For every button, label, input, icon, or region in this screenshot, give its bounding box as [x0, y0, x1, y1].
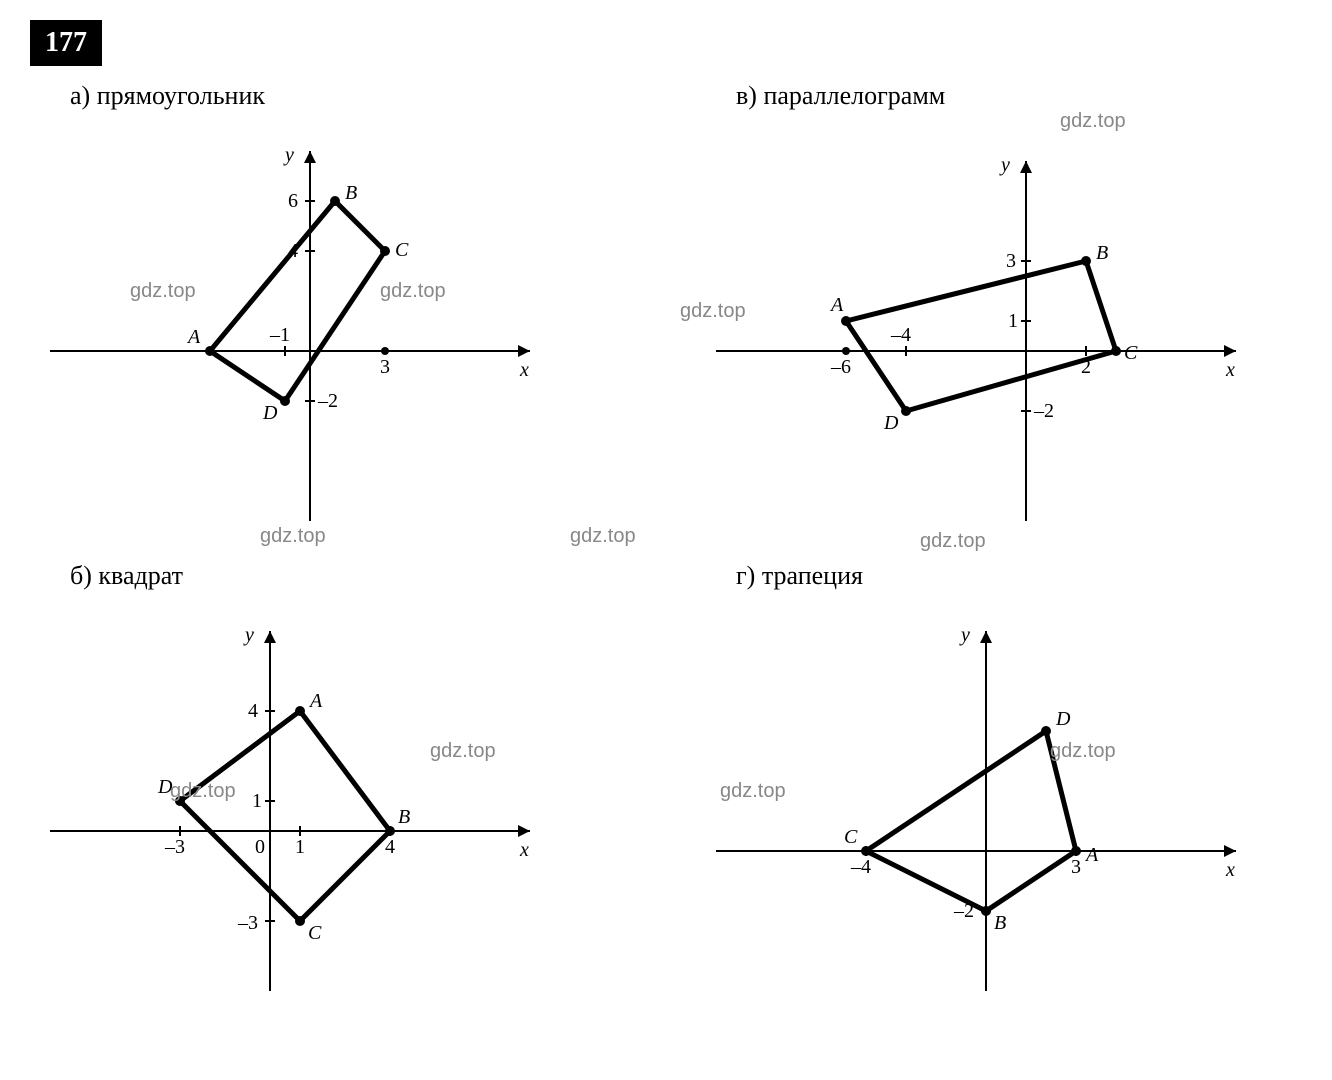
- vertex-C: C: [395, 239, 409, 261]
- x-axis-label-c: x: [1225, 359, 1235, 381]
- panel-b-caption: б) квадрат: [70, 561, 636, 591]
- panel-d-letter: г): [736, 561, 755, 590]
- panel-b-chart: x y 4 1 –3 –3 0 1 4 A: [30, 601, 550, 1001]
- vertex-B: B: [345, 182, 357, 204]
- xtick3-d: 3: [1071, 856, 1081, 878]
- panel-grid: а) прямоугольник x y 6 4 –2 –1: [30, 81, 1302, 1001]
- y-axis-label-c: y: [999, 154, 1010, 176]
- panel-a-title: прямоугольник: [97, 81, 265, 110]
- panel-b: б) квадрат x y 4 1 –3 –3 0 1: [30, 561, 636, 1001]
- y-axis-label-d: y: [959, 624, 970, 646]
- vertex-D-c: D: [883, 412, 899, 434]
- watermark: gdz.top: [570, 525, 636, 548]
- watermark: gdz.top: [680, 300, 746, 323]
- xtick1-b: 1: [295, 836, 305, 858]
- ytick-n2: –2: [317, 390, 338, 412]
- page-number-badge: 177: [30, 20, 102, 66]
- vertex-B-c: B: [1096, 242, 1108, 264]
- panel-c-letter: в): [736, 81, 757, 110]
- xtick-n1: –1: [269, 324, 290, 346]
- watermark: gdz.top: [430, 740, 496, 763]
- vertex-A-c: A: [829, 294, 844, 316]
- watermark: gdz.top: [260, 525, 326, 548]
- y-axis-label-b: y: [243, 624, 254, 646]
- panel-d: г) трапеция x y –2 –4 3: [696, 561, 1302, 1001]
- xtickn6-c: –6: [830, 356, 851, 378]
- y-axis-label: y: [283, 144, 294, 166]
- vertex-D-d: D: [1055, 708, 1071, 730]
- watermark: gdz.top: [130, 280, 196, 303]
- ytick3-c: 3: [1006, 250, 1016, 272]
- panel-c-caption: в) параллелограмм: [736, 81, 1302, 111]
- x-axis-label-b: x: [519, 839, 529, 861]
- panel-c-chart: x y 3 1 –2 –6 –4 2 A B: [696, 121, 1256, 521]
- xtick4-b: 4: [385, 836, 395, 858]
- panel-c-title: параллелограмм: [763, 81, 945, 110]
- xtick0-b: 0: [255, 836, 265, 858]
- x-axis-label-d: x: [1225, 859, 1235, 881]
- watermark: gdz.top: [1050, 740, 1116, 763]
- watermark: gdz.top: [380, 280, 446, 303]
- ytick1-b: 1: [252, 790, 262, 812]
- ytickn3-b: –3: [237, 912, 258, 934]
- vertex-B-b: B: [398, 806, 410, 828]
- watermark: gdz.top: [170, 780, 236, 803]
- ytick4-b: 4: [248, 700, 258, 722]
- x-axis-label: x: [519, 359, 529, 381]
- xtickn4-c: –4: [890, 324, 911, 346]
- ytickn2-c: –2: [1033, 400, 1054, 422]
- watermark: gdz.top: [1060, 110, 1126, 133]
- vertex-D: D: [262, 402, 278, 424]
- xtick-3: 3: [380, 356, 390, 378]
- vertex-C-c: C: [1124, 342, 1138, 364]
- watermark: gdz.top: [920, 530, 986, 553]
- panel-b-title: квадрат: [98, 561, 183, 590]
- panel-a: а) прямоугольник x y 6 4 –2 –1: [30, 81, 636, 521]
- watermark: gdz.top: [720, 780, 786, 803]
- ytick-6: 6: [288, 190, 298, 212]
- panel-d-caption: г) трапеция: [736, 561, 1302, 591]
- panel-c: в) параллелограмм x y 3 1 –2 –6 –4: [696, 81, 1302, 521]
- panel-b-letter: б): [70, 561, 92, 590]
- ytick1-c: 1: [1008, 310, 1018, 332]
- panel-d-title: трапеция: [762, 561, 863, 590]
- panel-a-caption: а) прямоугольник: [70, 81, 636, 111]
- vertex-A-b: A: [308, 690, 323, 712]
- vertex-A-d: A: [1084, 844, 1099, 866]
- vertex-C-d: C: [844, 826, 858, 848]
- xtickn4-d: –4: [850, 856, 871, 878]
- vertex-A: A: [186, 326, 201, 348]
- panel-a-chart: x y 6 4 –2 –1 3 A B C D: [30, 121, 550, 521]
- vertex-B-d: B: [994, 912, 1006, 934]
- xtickn3-b: –3: [164, 836, 185, 858]
- vertex-C-b: C: [308, 922, 322, 944]
- panel-a-letter: а): [70, 81, 90, 110]
